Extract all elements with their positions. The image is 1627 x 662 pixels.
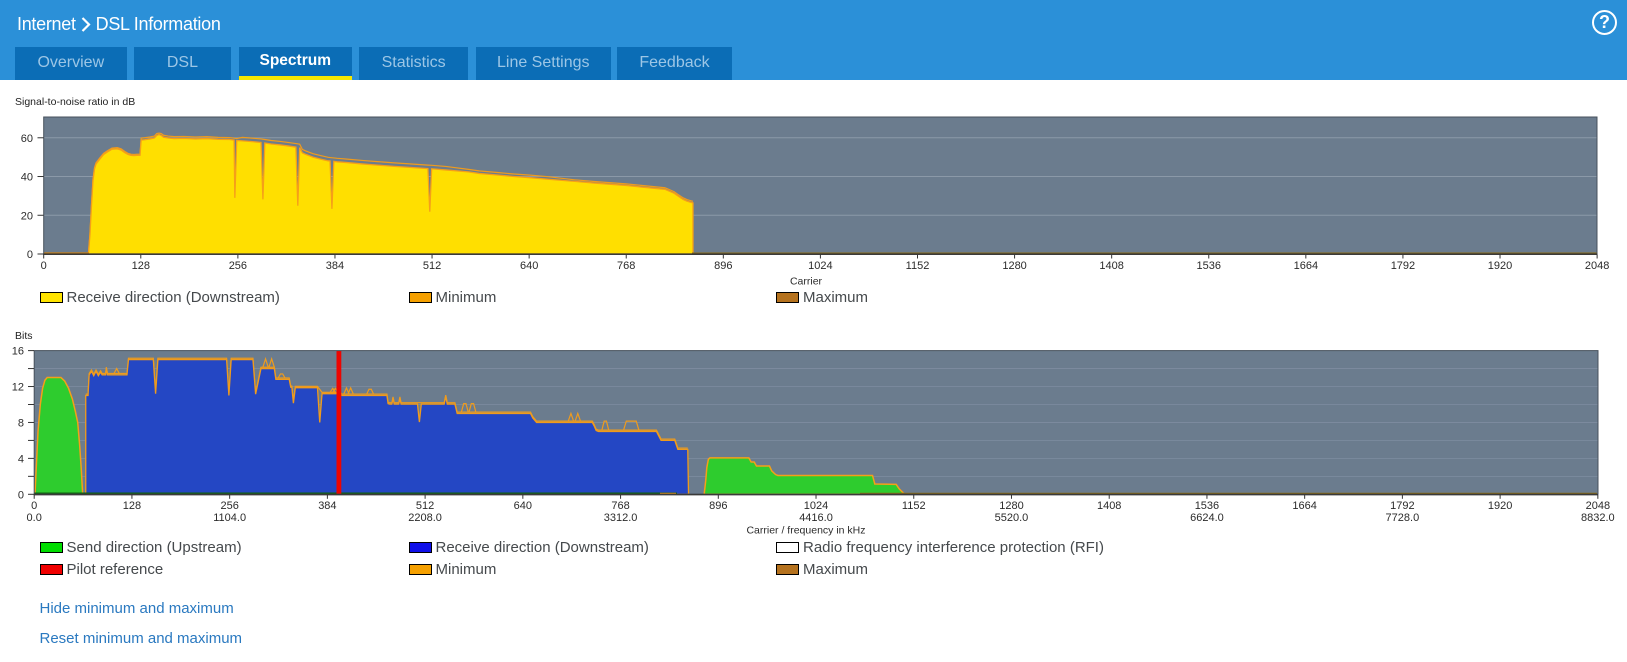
svg-text:7728.0: 7728.0	[1386, 512, 1420, 524]
svg-text:Carrier: Carrier	[790, 276, 823, 288]
svg-text:8832.0: 8832.0	[1581, 512, 1615, 524]
svg-text:1408: 1408	[1097, 500, 1121, 512]
svg-text:128: 128	[132, 260, 150, 272]
svg-text:1408: 1408	[1099, 260, 1123, 272]
svg-text:1920: 1920	[1488, 500, 1512, 512]
svg-text:2208.0: 2208.0	[408, 512, 442, 524]
svg-text:384: 384	[326, 260, 344, 272]
svg-text:640: 640	[520, 260, 538, 272]
svg-text:2048: 2048	[1585, 260, 1609, 272]
svg-text:128: 128	[123, 500, 141, 512]
svg-text:8: 8	[18, 417, 24, 429]
svg-text:896: 896	[709, 500, 727, 512]
svg-text:1024: 1024	[804, 500, 828, 512]
svg-text:1664: 1664	[1294, 260, 1318, 272]
svg-text:1792: 1792	[1390, 500, 1414, 512]
svg-text:12: 12	[12, 382, 24, 394]
svg-text:1920: 1920	[1488, 260, 1512, 272]
svg-text:256: 256	[220, 500, 238, 512]
svg-text:40: 40	[21, 172, 33, 184]
svg-text:1664: 1664	[1292, 500, 1316, 512]
svg-text:3312.0: 3312.0	[604, 512, 638, 524]
svg-text:0: 0	[18, 489, 24, 501]
svg-text:4416.0: 4416.0	[799, 512, 833, 524]
svg-text:768: 768	[611, 500, 629, 512]
svg-text:2048: 2048	[1586, 500, 1610, 512]
svg-text:16: 16	[12, 346, 24, 358]
svg-text:1536: 1536	[1195, 500, 1219, 512]
svg-text:1536: 1536	[1197, 260, 1221, 272]
svg-text:0: 0	[27, 249, 33, 261]
svg-text:768: 768	[617, 260, 635, 272]
svg-text:256: 256	[229, 260, 247, 272]
svg-text:896: 896	[714, 260, 732, 272]
svg-text:640: 640	[514, 500, 532, 512]
svg-text:6624.0: 6624.0	[1190, 512, 1224, 524]
svg-text:20: 20	[21, 210, 33, 222]
svg-text:0: 0	[41, 260, 47, 272]
svg-text:1104.0: 1104.0	[213, 512, 246, 524]
svg-text:0.0: 0.0	[27, 512, 42, 524]
svg-text:1792: 1792	[1391, 260, 1415, 272]
svg-text:1152: 1152	[906, 260, 930, 272]
svg-text:1024: 1024	[808, 260, 832, 272]
svg-text:4: 4	[18, 453, 24, 465]
svg-text:60: 60	[21, 133, 33, 145]
svg-text:384: 384	[318, 500, 336, 512]
svg-text:Carrier / frequency in kHz: Carrier / frequency in kHz	[746, 525, 865, 537]
svg-text:1280: 1280	[999, 500, 1023, 512]
svg-text:512: 512	[416, 500, 434, 512]
svg-text:512: 512	[423, 260, 441, 272]
svg-text:1152: 1152	[902, 500, 926, 512]
svg-text:1280: 1280	[1002, 260, 1026, 272]
svg-text:5520.0: 5520.0	[995, 512, 1029, 524]
svg-text:0: 0	[31, 500, 37, 512]
